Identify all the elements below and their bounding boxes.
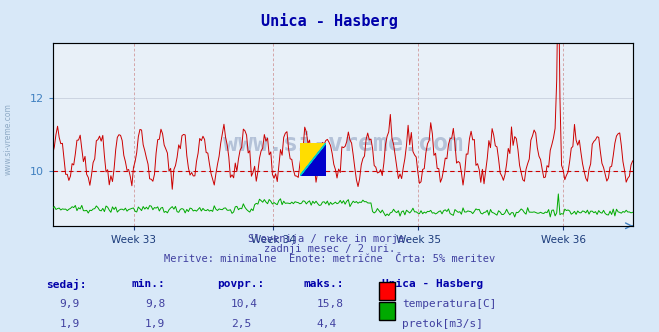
Text: Unica - Hasberg: Unica - Hasberg	[261, 13, 398, 29]
Polygon shape	[300, 143, 326, 176]
Text: povpr.:: povpr.:	[217, 279, 265, 289]
Text: maks.:: maks.:	[303, 279, 343, 289]
Text: pretok[m3/s]: pretok[m3/s]	[402, 319, 483, 329]
Polygon shape	[300, 143, 326, 176]
Text: Slovenija / reke in morje.: Slovenija / reke in morje.	[248, 234, 411, 244]
Text: min.:: min.:	[132, 279, 165, 289]
Text: www.si-vreme.com: www.si-vreme.com	[3, 104, 13, 175]
Text: 1,9: 1,9	[145, 319, 165, 329]
Text: 9,9: 9,9	[59, 299, 80, 309]
Text: sedaj:: sedaj:	[46, 279, 86, 290]
Text: Meritve: minimalne  Enote: metrične  Črta: 5% meritev: Meritve: minimalne Enote: metrične Črta:…	[164, 254, 495, 264]
Text: www.si-vreme.com: www.si-vreme.com	[223, 131, 463, 156]
Text: 10,4: 10,4	[231, 299, 258, 309]
Text: 1,9: 1,9	[59, 319, 80, 329]
Text: Unica - Hasberg: Unica - Hasberg	[382, 279, 484, 289]
Text: 2,5: 2,5	[231, 319, 251, 329]
Polygon shape	[300, 143, 326, 176]
Text: zadnji mesec / 2 uri.: zadnji mesec / 2 uri.	[264, 244, 395, 254]
Text: 4,4: 4,4	[316, 319, 337, 329]
Text: 15,8: 15,8	[316, 299, 343, 309]
Text: temperatura[C]: temperatura[C]	[402, 299, 496, 309]
Text: 9,8: 9,8	[145, 299, 165, 309]
